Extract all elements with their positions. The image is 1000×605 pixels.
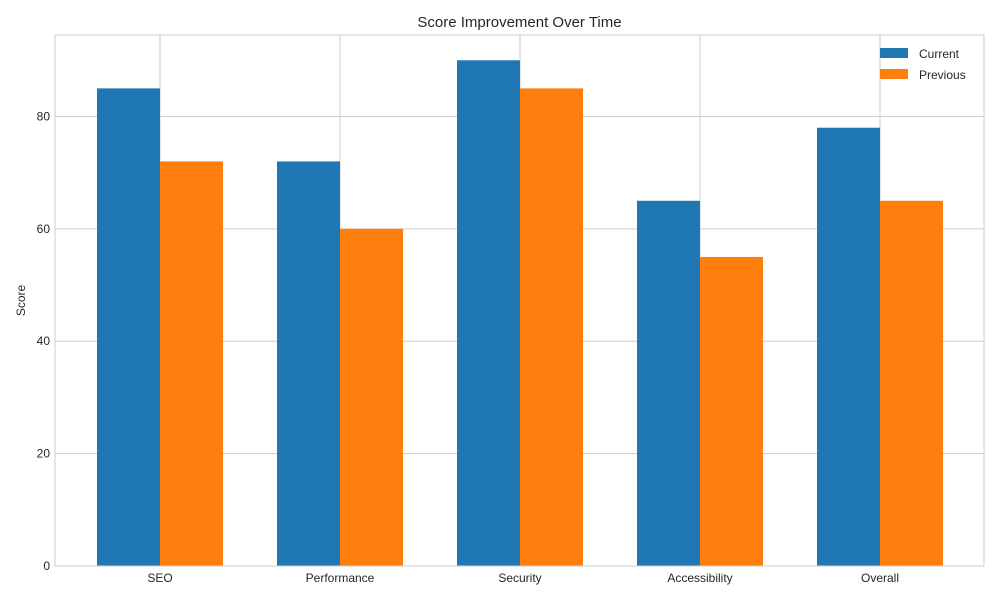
bar-current-seo [97, 88, 160, 566]
legend-label-previous: Previous [919, 68, 966, 82]
y-tick-label: 40 [37, 334, 51, 348]
y-tick-label: 80 [37, 109, 51, 123]
y-axis-label: Score [14, 285, 28, 317]
y-tick-label: 20 [37, 447, 51, 461]
bar-current-security [457, 60, 520, 567]
chart-title: Score Improvement Over Time [417, 14, 621, 31]
plot-frame [54, 34, 985, 567]
legend-label-current: Current [919, 47, 960, 61]
y-tick-label: 60 [37, 222, 51, 236]
y-tick-label: 0 [43, 559, 50, 573]
bar-current-overall [817, 127, 880, 566]
x-tick-label: SEO [147, 571, 172, 585]
bar-current-performance [277, 161, 340, 566]
x-tick-label: Performance [306, 571, 375, 585]
bar-previous-seo [160, 161, 223, 566]
legend-swatch-previous [880, 69, 908, 79]
bars [97, 60, 943, 567]
bar-current-accessibility [637, 200, 700, 566]
legend-swatch-current [880, 48, 908, 58]
x-tick-label: Accessibility [667, 571, 732, 585]
y-tick-labels: 0 20 40 60 80 [37, 109, 51, 573]
bar-previous-accessibility [700, 256, 763, 566]
x-tick-labels: SEO Performance Security Accessibility Overa… [147, 571, 899, 585]
x-tick-label: Security [498, 571, 541, 585]
bar-previous-performance [340, 228, 403, 566]
bar-previous-overall [880, 200, 943, 566]
bar-previous-security [520, 88, 583, 566]
x-tick-label: Overall [861, 571, 899, 585]
legend: Current Previous [880, 47, 966, 82]
